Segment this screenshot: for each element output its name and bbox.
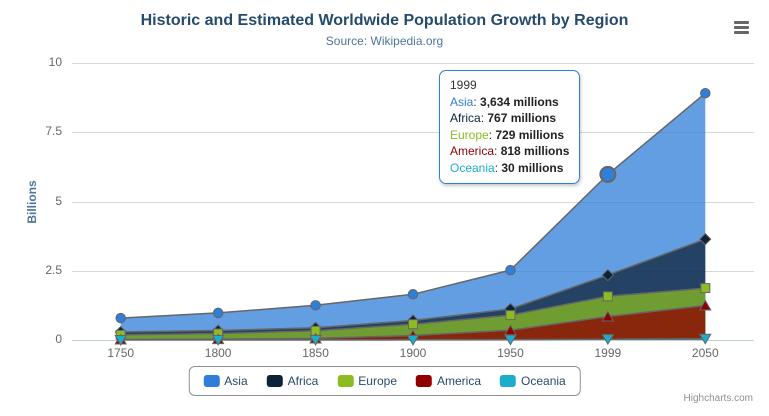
- y-axis-label: 7.5: [45, 124, 62, 139]
- asia-point[interactable]: [407, 289, 419, 300]
- asia-point[interactable]: [212, 307, 224, 319]
- hamburger-menu-icon: [734, 26, 749, 29]
- europe-point[interactable]: [408, 319, 418, 330]
- tooltip-series-name: Africa: [450, 111, 481, 125]
- tooltip-series-value: 729 millions: [495, 127, 565, 142]
- hamburger-menu-icon: [734, 31, 749, 34]
- legend-swatch-icon: [266, 375, 283, 387]
- europe-point[interactable]: [505, 310, 516, 321]
- tooltip-rows: Asia: 3,634 millions Africa: 767 millions…: [450, 94, 569, 177]
- asia-area[interactable]: [120, 93, 706, 340]
- x-axis-label: 1850: [302, 346, 329, 360]
- legend-item-europe[interactable]: Europe: [337, 374, 397, 388]
- tooltip-series-value: 767 millions: [487, 111, 557, 125]
- legend: Asia Africa Europe America Oceania: [188, 366, 581, 396]
- tooltip-series-value: 3,634 millions: [480, 94, 559, 109]
- africa-point[interactable]: [699, 232, 712, 246]
- oceania-point[interactable]: [211, 334, 225, 346]
- tooltip-series-value: 818 millions: [500, 144, 570, 158]
- y-axis-label: 2.5: [45, 262, 62, 277]
- asia-point[interactable]: [505, 264, 516, 276]
- tooltip-row: Africa: 767 millions: [450, 111, 557, 125]
- america-point[interactable]: [601, 310, 615, 322]
- tooltip-row: Europe: 729 millions: [450, 127, 565, 142]
- tooltip-row: Asia: 3,634 millions: [450, 94, 559, 109]
- legend-swatch-icon: [500, 375, 517, 387]
- y-axis-label: 0: [55, 332, 62, 346]
- legend-item-america[interactable]: America: [416, 374, 481, 388]
- oceania-point[interactable]: [114, 334, 128, 346]
- export-menu-button[interactable]: [734, 21, 749, 34]
- oceania-point[interactable]: [406, 334, 420, 346]
- x-axis-label: 1999: [594, 346, 622, 360]
- y-axis-label: 5: [55, 193, 62, 208]
- tooltip-row: America: 818 millions: [450, 144, 570, 158]
- legend-label: America: [437, 374, 482, 388]
- america-point[interactable]: [698, 299, 712, 311]
- tooltip: 1999 Asia: 3,634 millions Africa: 767 mil…: [439, 70, 581, 184]
- asia-point[interactable]: [700, 87, 711, 99]
- x-axis-label: 1800: [204, 346, 232, 360]
- oceania-point[interactable]: [601, 334, 615, 346]
- tooltip-row: Oceania: 30 millions: [450, 160, 564, 175]
- legend-swatch-icon: [337, 375, 354, 387]
- credits-link[interactable]: Highcharts.com: [683, 393, 753, 404]
- legend-item-africa[interactable]: Africa: [266, 374, 319, 388]
- asia-point[interactable]: [599, 165, 617, 183]
- oceania-point[interactable]: [698, 333, 712, 345]
- legend-label: Asia: [224, 374, 248, 388]
- tooltip-series-name: Oceania: [450, 160, 495, 175]
- x-axis-label: 1950: [497, 346, 524, 360]
- africa-point[interactable]: [601, 268, 615, 282]
- oceania-point[interactable]: [309, 334, 322, 346]
- europe-point[interactable]: [602, 291, 613, 302]
- x-axis-label: 1900: [399, 346, 427, 360]
- x-axis-label: 1750: [107, 346, 135, 360]
- legend-label: Africa: [287, 374, 319, 388]
- hamburger-menu-icon: [734, 21, 749, 24]
- legend-swatch-icon: [416, 375, 433, 387]
- legend-swatch-icon: [203, 375, 220, 387]
- tooltip-series-value: 30 millions: [501, 160, 564, 175]
- tooltip-series-name: Europe: [450, 127, 489, 142]
- x-axis-label: 2050: [691, 346, 719, 360]
- asia-point[interactable]: [115, 312, 126, 324]
- chart-subtitle: Source: Wikipedia.org: [325, 34, 444, 48]
- chart-title: Historic and Estimated Worldwide Populat…: [140, 12, 629, 29]
- europe-point[interactable]: [700, 283, 711, 294]
- tooltip-series-name: Asia: [450, 94, 474, 109]
- tooltip-header: 1999: [450, 78, 477, 92]
- legend-label: Oceania: [521, 374, 566, 388]
- legend-item-asia[interactable]: Asia: [203, 374, 248, 388]
- y-axis-label: 10: [48, 55, 62, 69]
- tooltip-series-name: America: [450, 144, 495, 158]
- legend-item-oceania[interactable]: Oceania: [500, 374, 566, 388]
- legend-label: Europe: [358, 374, 398, 388]
- asia-point[interactable]: [310, 300, 321, 311]
- america-area[interactable]: [120, 305, 706, 341]
- oceania-point[interactable]: [504, 334, 517, 346]
